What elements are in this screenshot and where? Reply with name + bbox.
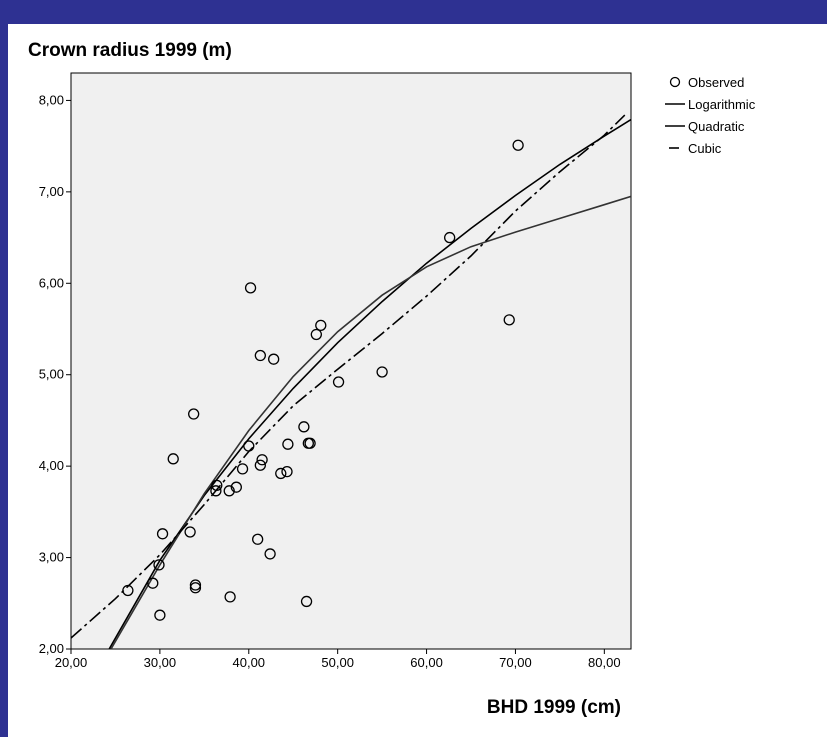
observed-point — [298, 421, 310, 433]
x-tick-label: 40,00 — [233, 655, 266, 670]
chart-frame: Crown radius 1999 (m) BHD 1999 (cm) 20,0… — [8, 24, 827, 737]
observed-point — [230, 481, 242, 493]
observed-point — [310, 328, 322, 341]
x-tick-label: 80,00 — [588, 655, 621, 670]
observed-point — [167, 453, 179, 465]
observed-point — [224, 591, 236, 603]
observed-point — [300, 595, 313, 608]
observed-point — [264, 548, 276, 560]
y-tick-label: 8,00 — [39, 92, 64, 107]
observed-point — [122, 584, 134, 597]
observed-point — [184, 526, 196, 538]
observed-point — [512, 139, 524, 151]
legend: Observed Logarithmic Quadratic Cubic — [665, 75, 756, 156]
y-tick-label: 5,00 — [39, 367, 64, 382]
observed-point — [503, 314, 515, 326]
observed-point — [332, 376, 345, 388]
observed-point — [244, 282, 257, 294]
observed-point — [376, 366, 388, 378]
observed-point — [236, 463, 249, 475]
y-tick-label: 6,00 — [39, 275, 64, 290]
observed-point — [444, 231, 456, 244]
series-line-logarithmic — [108, 118, 631, 649]
legend-label: Quadratic — [688, 119, 745, 134]
legend-marker-observed — [669, 76, 681, 88]
observed-point — [156, 528, 169, 540]
y-tick-label: 7,00 — [39, 184, 64, 199]
y-tick-label: 2,00 — [39, 641, 64, 656]
observed-point — [254, 459, 266, 471]
legend-label: Observed — [688, 75, 744, 90]
observed-point — [153, 559, 165, 571]
observed-point — [275, 467, 287, 480]
series-line-quadratic — [110, 195, 631, 649]
x-axis-title: BHD 1999 (cm) — [487, 697, 621, 718]
observed-point — [243, 440, 255, 452]
y-axis-title: Crown radius 1999 (m) — [28, 40, 232, 61]
observed-point — [256, 454, 268, 466]
x-tick-label: 70,00 — [499, 655, 532, 670]
observed-point — [210, 485, 222, 497]
x-tick-label: 60,00 — [410, 655, 443, 670]
series-line-cubic — [71, 114, 626, 639]
x-tick-label: 50,00 — [321, 655, 354, 670]
y-tick-label: 4,00 — [39, 458, 64, 473]
observed-point — [252, 533, 264, 545]
legend-label: Logarithmic — [688, 97, 756, 112]
observed-point — [147, 577, 159, 589]
observed-point — [268, 353, 280, 365]
observed-point — [189, 582, 202, 594]
observed-point — [188, 408, 200, 420]
chart-svg: Crown radius 1999 (m) BHD 1999 (cm) 20,0… — [28, 40, 756, 718]
observed-point — [254, 349, 266, 362]
observed-point — [304, 437, 316, 449]
observed-point — [281, 465, 293, 478]
observed-point — [154, 609, 166, 621]
observed-point — [189, 579, 202, 591]
observed-point — [223, 485, 235, 497]
observed-point — [211, 479, 223, 491]
x-tick-label: 20,00 — [55, 655, 88, 670]
legend-label: Cubic — [688, 141, 722, 156]
observed-point — [315, 319, 327, 331]
x-tick-label: 30,00 — [144, 655, 177, 670]
observed-point — [282, 438, 294, 450]
y-tick-label: 3,00 — [39, 550, 64, 565]
